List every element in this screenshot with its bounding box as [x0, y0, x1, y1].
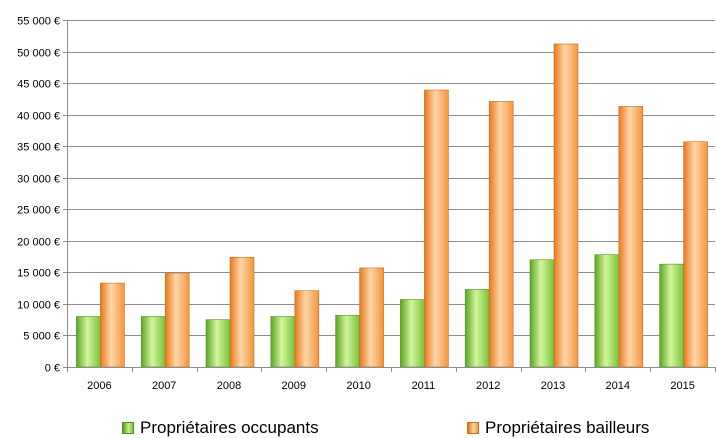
x-tick-label: 2010 [346, 380, 370, 392]
x-axis-ticks: 2006 2007 2008 2009 2010 2011 2012 2013 2014 2015 [67, 367, 716, 392]
legend-label-occupants: Propriétaires occupants [140, 418, 319, 437]
legend-item-bailleurs: Propriétaires bailleurs [467, 418, 649, 438]
bar-bailleurs-2012 [488, 101, 514, 368]
x-tick-label: 2013 [541, 380, 565, 392]
bars [76, 43, 708, 368]
legend-swatch-orange [467, 422, 479, 434]
legend-item-occupants: Propriétaires occupants [122, 418, 319, 438]
bar-occupants-2010 [335, 314, 360, 368]
bar-bailleurs-2014 [618, 106, 644, 368]
bar-occupants-2007 [140, 316, 166, 368]
y-tick-label: 35 000 € [17, 142, 60, 154]
bar-occupants-2009 [270, 316, 296, 368]
bar-bailleurs-2007 [164, 272, 190, 368]
legend: Propriétaires occupants Propriétaires ba… [0, 418, 717, 437]
bar-occupants-2015 [659, 263, 684, 368]
x-tick-label: 2015 [670, 380, 694, 392]
x-tick-label: 2014 [606, 380, 630, 392]
bar-occupants-2011 [400, 299, 425, 368]
x-tick-label: 2009 [282, 380, 306, 392]
legend-label-bailleurs: Propriétaires bailleurs [485, 418, 650, 437]
y-tick-label: 25 000 € [17, 205, 60, 217]
y-tick-label: 30 000 € [17, 174, 60, 186]
bar-occupants-2013 [529, 259, 555, 368]
bar-occupants-2008 [205, 319, 231, 368]
y-tick-label: 45 000 € [17, 79, 60, 91]
y-tick-label: 0 € [45, 363, 60, 375]
y-tick-label: 5 000 € [23, 331, 60, 343]
bar-occupants-2012 [464, 289, 490, 368]
axes [67, 20, 715, 368]
y-tick-label: 40 000 € [17, 111, 60, 123]
y-axis-ticks: 0 € 5 000 € 10 000 € 15 000 € 20 000 € 25 000… [17, 16, 67, 375]
x-tick-label: 2011 [412, 380, 436, 392]
bar-bailleurs-2011 [424, 89, 449, 368]
x-tick-label: 2006 [87, 380, 111, 392]
bar-bailleurs-2015 [683, 141, 708, 368]
bar-bailleurs-2008 [229, 256, 255, 368]
bar-bailleurs-2010 [359, 267, 384, 368]
x-tick-label: 2008 [217, 380, 241, 392]
y-tick-label: 20 000 € [17, 237, 60, 249]
y-tick-label: 50 000 € [17, 48, 60, 60]
y-tick-label: 55 000 € [17, 16, 60, 28]
bar-bailleurs-2006 [100, 282, 125, 368]
y-tick-label: 15 000 € [17, 268, 60, 280]
bar-bailleurs-2013 [553, 43, 579, 368]
y-tick-label: 10 000 € [17, 300, 60, 312]
bar-occupants-2014 [594, 254, 620, 368]
bar-occupants-2006 [76, 316, 101, 368]
x-tick-label: 2007 [152, 380, 176, 392]
x-tick-label: 2012 [476, 380, 500, 392]
legend-swatch-green [122, 422, 134, 434]
bar-bailleurs-2009 [294, 290, 320, 368]
